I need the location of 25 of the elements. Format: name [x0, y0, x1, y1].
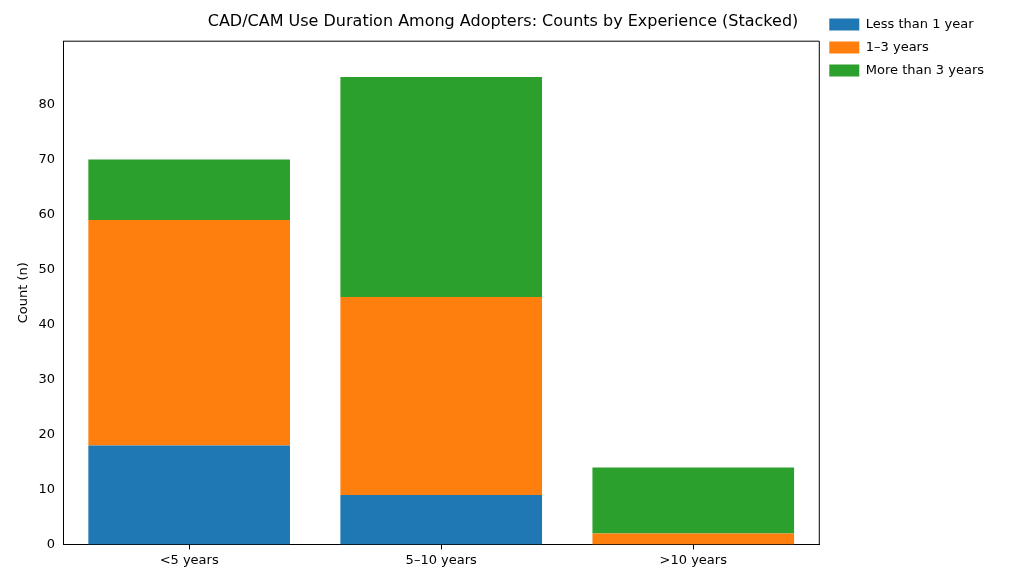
bar — [88, 159, 290, 220]
legend-label: 1–3 years — [865, 38, 929, 54]
bar — [592, 533, 795, 545]
y-tick-label: 60 — [38, 205, 56, 221]
x-tick-label: >10 years — [659, 551, 728, 567]
bar — [340, 494, 543, 545]
x-tick-label: 5–10 years — [405, 551, 478, 567]
y-tick-label: 50 — [38, 260, 56, 276]
y-axis-title: Count (n) — [15, 262, 31, 324]
bar — [340, 76, 543, 297]
y-tick-label: 70 — [38, 150, 56, 166]
legend-label: More than 3 years — [865, 61, 985, 77]
x-tick-label: <5 years — [159, 551, 219, 567]
y-tick-label: 30 — [38, 370, 56, 386]
y-tick-label: 80 — [38, 95, 56, 111]
y-tick-label: 0 — [46, 535, 56, 551]
bar — [340, 296, 543, 495]
y-tick-label: 20 — [38, 425, 56, 441]
bar — [88, 219, 290, 446]
y-tick-label: 40 — [38, 315, 56, 331]
bar — [592, 467, 795, 534]
bar — [88, 445, 290, 545]
legend-label: Less than 1 year — [865, 15, 975, 31]
chart-title: CAD/CAM Use Duration Among Adopters: Counts by Experience (Stacked) — [207, 10, 799, 30]
y-tick-label: 10 — [38, 480, 56, 496]
